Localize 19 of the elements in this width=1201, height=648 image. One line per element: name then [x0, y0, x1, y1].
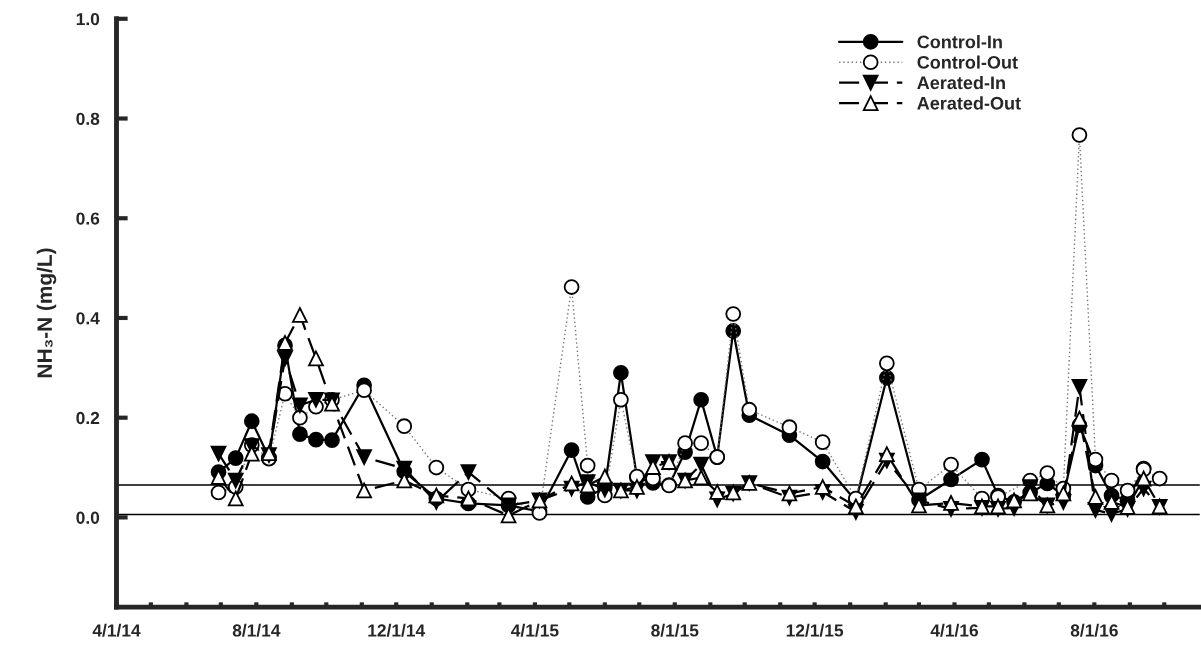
y-tick-label: 0.6 [76, 212, 100, 225]
legend-label: Aerated-In [917, 75, 1005, 90]
legend-label: Control-Out [917, 55, 1018, 69]
y-tick-label: 0.4 [76, 312, 100, 325]
legend-label: Control-In [917, 35, 1002, 49]
x-tick-label: 8/1/15 [651, 623, 699, 637]
x-tick-label: 8/1/16 [1070, 623, 1118, 637]
y-tick-label: 1.0 [76, 12, 100, 26]
x-tick-label: 12/1/14 [368, 623, 426, 637]
y-axis-title: NH₃-N (mg/L) [36, 248, 57, 378]
x-tick-label: 4/1/16 [930, 623, 978, 637]
x-tick-label: 4/1/14 [92, 623, 141, 637]
legend-label: Aerated-Out [917, 96, 1021, 110]
x-tick-label: 12/1/15 [786, 623, 844, 637]
x-tick-label: 4/1/15 [511, 623, 559, 637]
y-tick-label: 0.8 [76, 112, 100, 125]
y-tick-label: 0.0 [76, 511, 100, 524]
x-tick-label: 8/1/14 [232, 623, 281, 637]
y-tick-label: 0.2 [76, 411, 100, 425]
